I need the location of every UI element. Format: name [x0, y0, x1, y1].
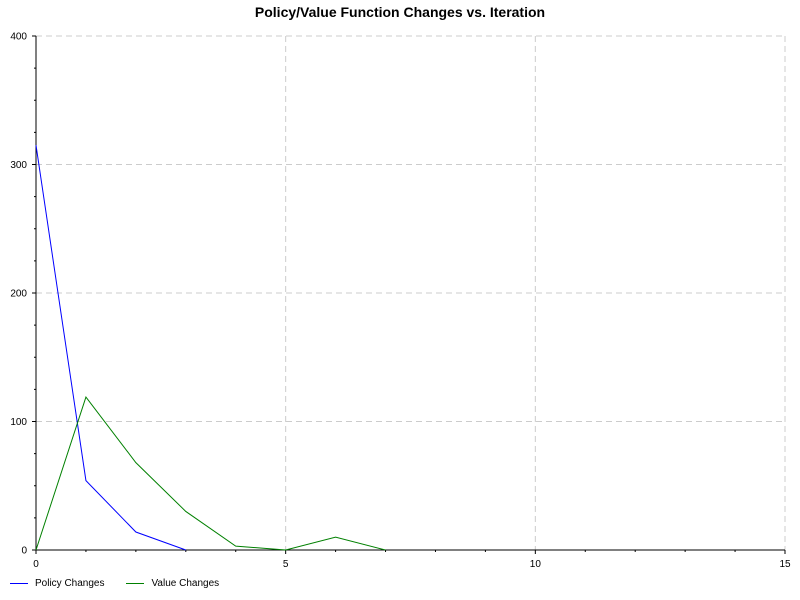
ticks: 0 100 200 300 400 0 5 10 15: [10, 32, 791, 571]
series-line-policy-changes: [35, 145, 186, 551]
legend-item-policy-changes: Policy Changes: [10, 578, 104, 589]
y-tick-label: 200: [10, 289, 27, 300]
x-tick-label: 10: [530, 559, 542, 570]
y-tick-label: 100: [10, 417, 27, 428]
series-line-value-changes: [35, 396, 386, 551]
y-tick-label: 300: [10, 160, 27, 171]
legend-item-value-changes: Value Changes: [126, 578, 219, 589]
x-tick-label: 15: [779, 559, 791, 570]
series-lines: [35, 145, 386, 551]
chart-title: Policy/Value Function Changes vs. Iterat…: [254, 4, 546, 20]
legend-label: Value Changes: [151, 578, 220, 589]
legend-swatch: [10, 583, 28, 584]
y-tick-label: 400: [10, 32, 27, 43]
legend: Policy Changes Value Changes: [10, 578, 219, 589]
x-tick-label: 0: [33, 559, 39, 570]
x-tick-label: 5: [283, 559, 289, 570]
legend-swatch: [126, 583, 145, 584]
grid: [36, 35, 786, 550]
y-tick-label: 0: [21, 546, 27, 557]
legend-label: Policy Changes: [35, 578, 105, 589]
